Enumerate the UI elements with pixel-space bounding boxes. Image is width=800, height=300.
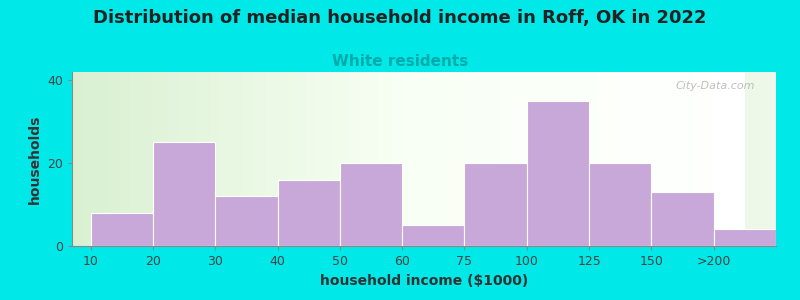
Y-axis label: households: households bbox=[27, 114, 42, 204]
Bar bbox=[340, 163, 402, 246]
Bar bbox=[714, 230, 776, 246]
Text: Distribution of median household income in Roff, OK in 2022: Distribution of median household income … bbox=[94, 9, 706, 27]
Bar bbox=[90, 213, 153, 246]
Bar bbox=[278, 180, 340, 246]
Bar bbox=[651, 192, 714, 246]
Bar bbox=[465, 163, 526, 246]
Text: White residents: White residents bbox=[332, 54, 468, 69]
Text: City-Data.com: City-Data.com bbox=[675, 81, 755, 91]
Bar bbox=[215, 196, 278, 246]
Bar bbox=[402, 225, 465, 246]
Bar bbox=[153, 142, 215, 246]
X-axis label: household income ($1000): household income ($1000) bbox=[320, 274, 528, 288]
Bar bbox=[526, 101, 589, 246]
Bar bbox=[589, 163, 651, 246]
